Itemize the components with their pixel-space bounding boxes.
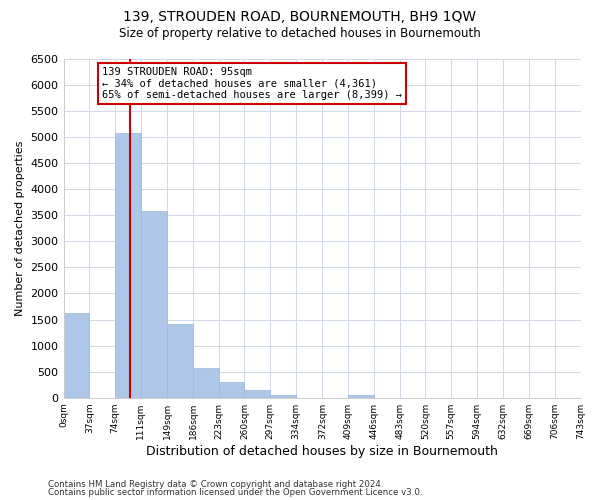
Text: Contains HM Land Registry data © Crown copyright and database right 2024.: Contains HM Land Registry data © Crown c… [48,480,383,489]
Text: Size of property relative to detached houses in Bournemouth: Size of property relative to detached ho… [119,28,481,40]
Text: Contains public sector information licensed under the Open Government Licence v3: Contains public sector information licen… [48,488,422,497]
Text: 139 STROUDEN ROAD: 95sqm
← 34% of detached houses are smaller (4,361)
65% of sem: 139 STROUDEN ROAD: 95sqm ← 34% of detach… [102,67,402,100]
Bar [141,211,167,398]
X-axis label: Distribution of detached houses by size in Bournemouth: Distribution of detached houses by size … [146,444,498,458]
Bar [193,368,218,398]
Bar [218,382,244,398]
Bar [115,134,141,398]
Bar [167,324,193,398]
Bar [64,313,89,398]
Bar [244,390,270,398]
Y-axis label: Number of detached properties: Number of detached properties [15,140,25,316]
Bar [270,395,296,398]
Text: 139, STROUDEN ROAD, BOURNEMOUTH, BH9 1QW: 139, STROUDEN ROAD, BOURNEMOUTH, BH9 1QW [124,10,476,24]
Bar [348,395,374,398]
